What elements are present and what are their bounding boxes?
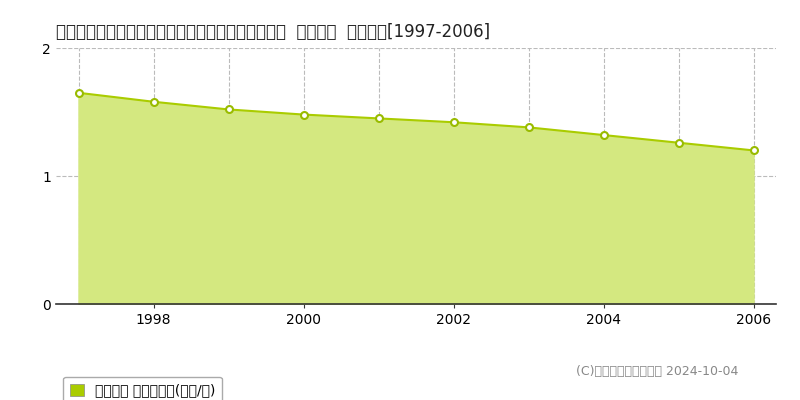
Legend: 基準地価 平均坪単価(万円/坪): 基準地価 平均坪単価(万円/坪) (63, 377, 222, 400)
Text: 青森県東津軽郡今別町大字袰月字袰村元６８番４外  基準地価  地価推移[1997-2006]: 青森県東津軽郡今別町大字袰月字袰村元６８番４外 基準地価 地価推移[1997-2… (56, 23, 490, 41)
Text: (C)土地価格ドットコム 2024-10-04: (C)土地価格ドットコム 2024-10-04 (576, 365, 738, 378)
